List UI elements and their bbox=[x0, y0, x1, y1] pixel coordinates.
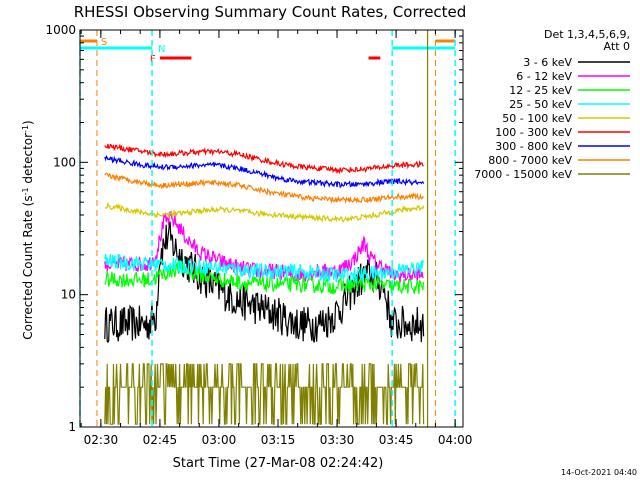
series-layer bbox=[104, 143, 425, 425]
x-tick-label: 02:30 bbox=[84, 433, 119, 447]
saa-flag-label: S bbox=[101, 37, 107, 48]
legend-label-3: 25 - 50 keV bbox=[509, 98, 572, 111]
axes: 1 10 100 1000 02:30 02:45 03:00 03:15 03:30 03:45… bbox=[45, 23, 472, 447]
plot-frame bbox=[79, 29, 464, 428]
x-tick-label: 03:15 bbox=[261, 433, 296, 447]
timestamp: 14-Oct-2021 04:40 bbox=[561, 468, 637, 477]
y-tick-label: 1000 bbox=[45, 23, 76, 37]
flare-flag-label: F bbox=[150, 54, 156, 65]
series-line-6 bbox=[104, 155, 425, 189]
series-line-5 bbox=[104, 143, 424, 175]
legend-label-7: 800 - 7000 keV bbox=[488, 154, 572, 167]
x-tick-label: 03:00 bbox=[202, 433, 237, 447]
x-tick-label: 02:45 bbox=[143, 433, 178, 447]
y-axis-label-sup2: -1 bbox=[21, 125, 30, 133]
legend-label-4: 50 - 100 keV bbox=[502, 112, 572, 125]
x-tick-label: 03:30 bbox=[320, 433, 355, 447]
night-flag-label: N bbox=[158, 44, 165, 55]
y-axis-label-main: Corrected Count Rate (s bbox=[21, 195, 35, 339]
y-axis-label-sup1: -1 bbox=[21, 187, 30, 195]
x-axis-label: Start Time (27-Mar-08 02:24:42) bbox=[173, 456, 384, 471]
legend-label-6: 300 - 800 keV bbox=[495, 140, 572, 153]
y-tick-label: 100 bbox=[53, 155, 76, 169]
legend-header-2: Att 0 bbox=[604, 40, 630, 53]
series-line-4 bbox=[104, 201, 425, 223]
legend-label-5: 100 - 300 keV bbox=[495, 126, 572, 139]
flag-markers: S NF bbox=[80, 37, 456, 65]
legend-label-0: 3 - 6 keV bbox=[523, 56, 572, 69]
y-axis-label-end: ) bbox=[21, 120, 35, 125]
x-tick-label: 03:45 bbox=[379, 433, 414, 447]
series-line-3 bbox=[104, 253, 425, 285]
legend-label-2: 12 - 25 keV bbox=[509, 84, 572, 97]
y-tick-label: 10 bbox=[61, 288, 76, 302]
y-axis-label-mid: detector bbox=[21, 133, 35, 188]
y-tick-label: 1 bbox=[68, 420, 76, 434]
chart-title: RHESSI Observing Summary Count Rates, Co… bbox=[74, 3, 467, 21]
y-axis-label: Corrected Count Rate (s-1 detector-1) bbox=[21, 120, 36, 339]
legend-header-1: Det 1,3,4,5,6,9, bbox=[544, 28, 630, 41]
legend-label-8: 7000 - 15000 keV bbox=[474, 168, 572, 181]
x-tick-label: 04:00 bbox=[438, 433, 473, 447]
series-line-7 bbox=[104, 172, 424, 205]
legend-label-1: 6 - 12 keV bbox=[516, 70, 572, 83]
series-line-2 bbox=[104, 260, 425, 295]
series-line-8 bbox=[104, 363, 425, 425]
